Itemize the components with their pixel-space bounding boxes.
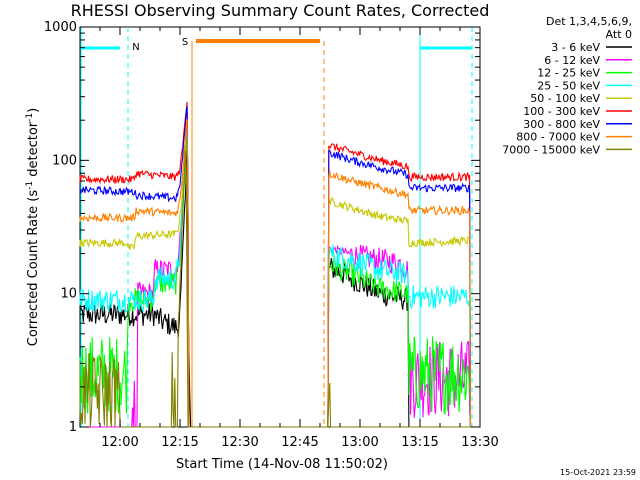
- data-series-group: [79, 101, 480, 428]
- y-axis-label-sup2: -1: [25, 113, 35, 122]
- legend-label: 6 - 12 keV: [544, 54, 600, 67]
- legend-label: 25 - 50 keV: [537, 79, 600, 92]
- y-axis-label: Corrected Count Rate (s-1 detector-1): [25, 108, 41, 346]
- x-tick-label: 12:45: [281, 435, 318, 450]
- y-tick-label: 100: [52, 153, 77, 168]
- y-tick-label: 1000: [44, 20, 77, 35]
- legend-label: 50 - 100 keV: [530, 92, 600, 105]
- y-tick-label: 1: [69, 420, 77, 435]
- chart-title: RHESSI Observing Summary Count Rates, Co…: [71, 1, 490, 20]
- legend-header-line-2: Att 0: [606, 28, 632, 41]
- saa-label: S: [182, 37, 188, 48]
- y-axis-label-sup1: -1: [25, 181, 35, 190]
- y-axis-label-suffix: ): [26, 108, 41, 113]
- x-tick-label: 13:15: [401, 435, 438, 450]
- legend-label: 100 - 300 keV: [523, 105, 600, 118]
- y-tick-label: 10: [60, 287, 77, 302]
- series-line-8: [79, 150, 480, 428]
- x-tick-label: 12:30: [221, 435, 258, 450]
- series-line-2: [79, 120, 480, 428]
- legend-label: 800 - 7000 keV: [516, 131, 600, 144]
- x-tick-label: 12:00: [101, 435, 138, 450]
- legend-label: 300 - 800 keV: [523, 118, 600, 131]
- night-label: N: [132, 42, 139, 53]
- legend-header-line-1: Det 1,3,4,5,6,9,: [546, 15, 632, 28]
- y-axis-label-prefix: Corrected Count Rate (s: [26, 190, 41, 347]
- generation-timestamp: 15-Oct-2021 23:59: [560, 468, 636, 477]
- legend-label: 3 - 6 keV: [551, 41, 600, 54]
- legend-label: 7000 - 15000 keV: [502, 143, 600, 156]
- x-tick-label: 13:00: [341, 435, 378, 450]
- y-axis-label-mid: detector: [26, 121, 41, 181]
- x-axis-label: Start Time (14-Nov-08 11:50:02): [176, 457, 388, 472]
- legend-label: 12 - 25 keV: [537, 67, 600, 80]
- axis-ticks: 12:00 12:15 12:30 12:45 13:00 13:15 13:30 1 10 10…: [44, 20, 499, 450]
- x-tick-label: 12:15: [161, 435, 198, 450]
- x-tick-label: 13:30: [461, 435, 498, 450]
